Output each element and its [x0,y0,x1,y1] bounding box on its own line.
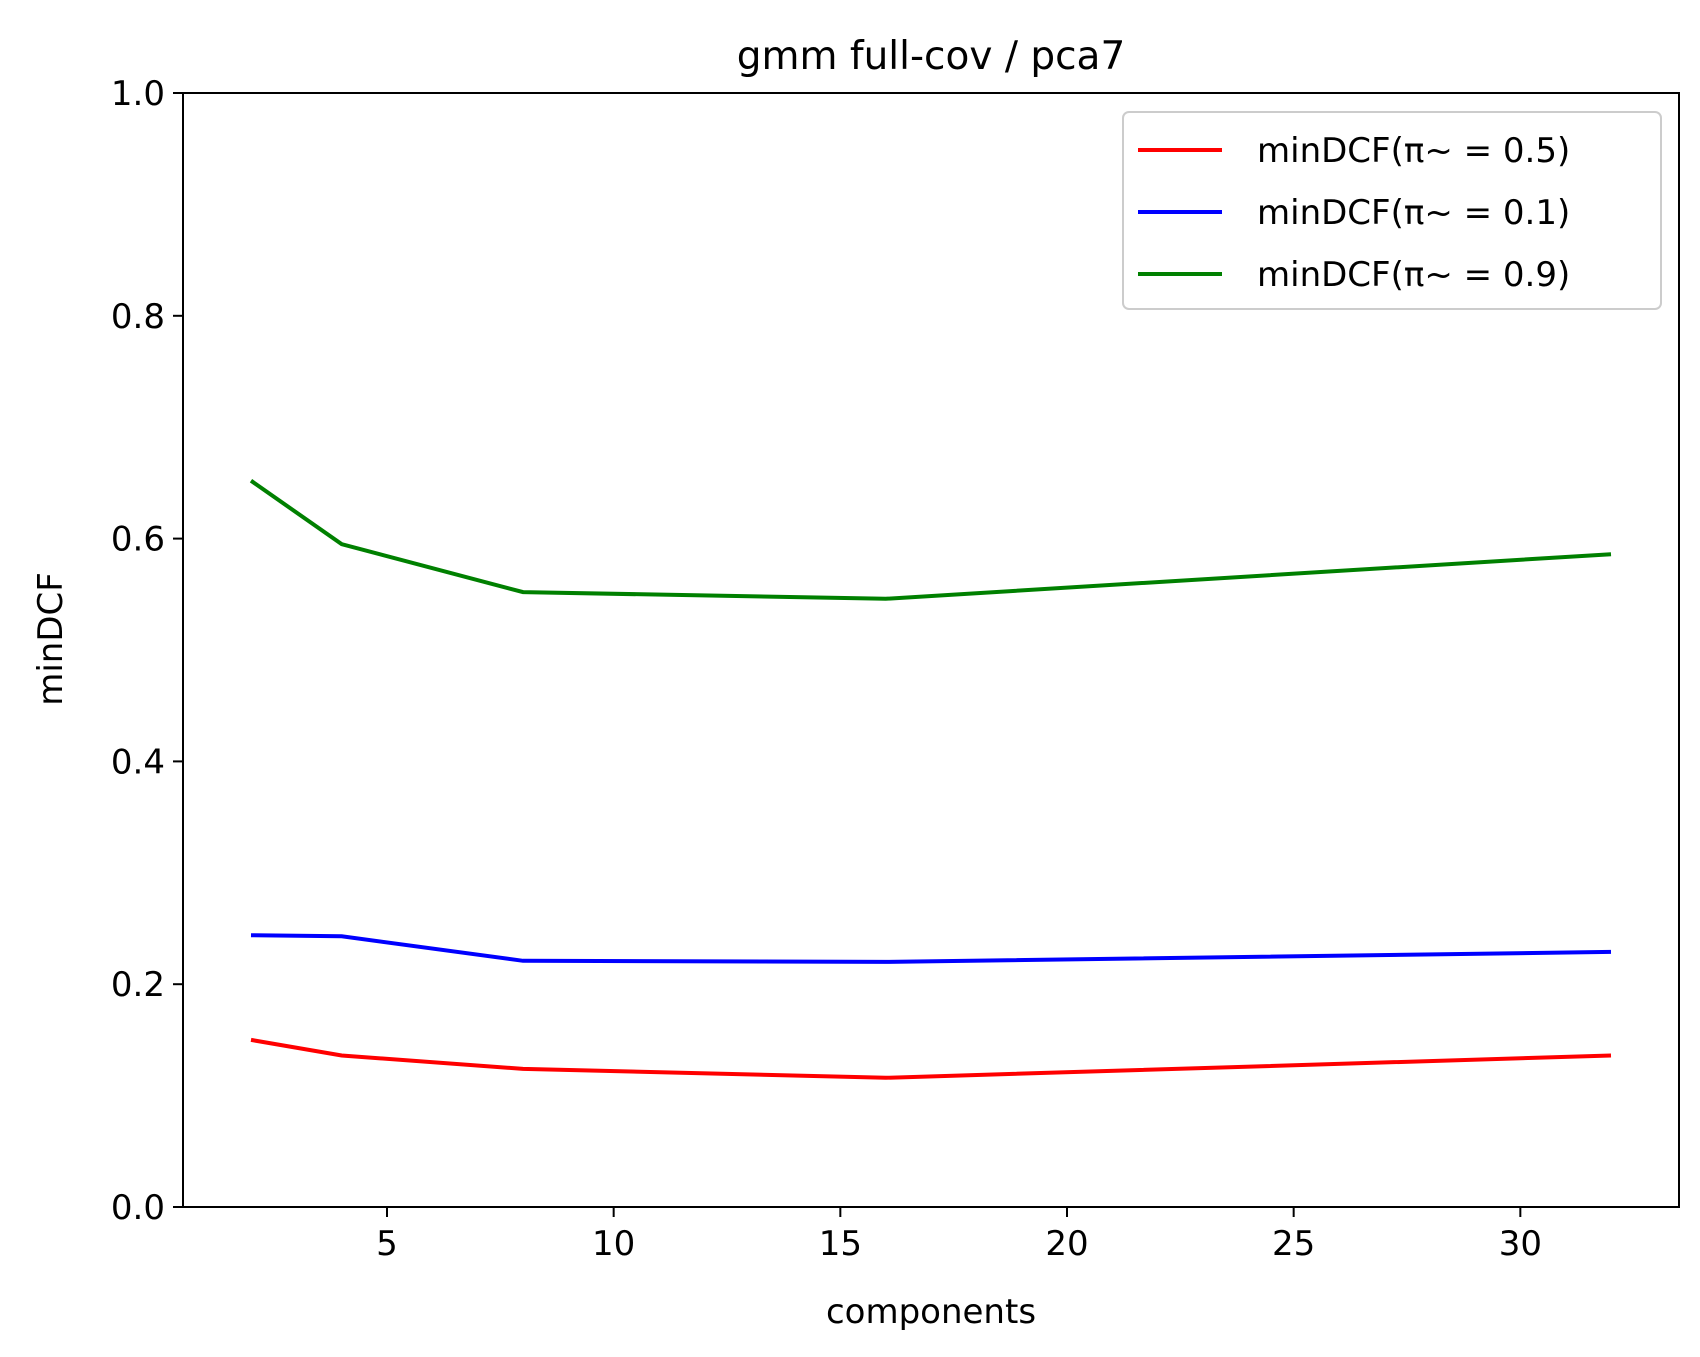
legend-label: minDCF(π~ = 0.5) [1257,131,1570,171]
x-tick-label: 20 [1045,1224,1088,1264]
y-tick-label: 0.0 [111,1188,165,1228]
y-tick-label: 0.6 [111,520,165,560]
y-tick-label: 0.8 [111,297,165,337]
series-line-0 [250,1037,1612,1080]
axis-ticks: 5 10 15 20 25 30 0.0 0.2 0.4 0.6 0.8 1.0 [111,74,1542,1264]
x-tick-label: 5 [376,1224,398,1264]
legend: minDCF(π~ = 0.5) minDCF(π~ = 0.1) minDCF(π… [1122,111,1662,310]
legend-frame [1122,111,1662,310]
x-tick-label: 10 [592,1224,635,1264]
series-line-1 [250,933,1612,964]
x-tick-label: 15 [819,1224,862,1264]
legend-entries: minDCF(π~ = 0.5) minDCF(π~ = 0.1) minDCF(π… [1138,131,1570,295]
series-line-2 [249,479,1612,601]
legend-label: minDCF(π~ = 0.1) [1257,193,1570,233]
x-axis-label: components [826,1292,1036,1332]
x-tick-label: 30 [1499,1224,1542,1264]
chart-title: gmm full-cov / pca7 [737,34,1126,79]
x-tick-label: 25 [1272,1224,1315,1264]
plot-area-frame [182,92,1680,1208]
y-tick-label: 1.0 [111,74,165,114]
y-axis-label: minDCF [31,572,71,706]
legend-label: minDCF(π~ = 0.9) [1257,255,1570,295]
y-tick-label: 0.4 [111,742,165,782]
y-tick-label: 0.2 [111,965,165,1005]
series-lines [249,479,1612,1080]
